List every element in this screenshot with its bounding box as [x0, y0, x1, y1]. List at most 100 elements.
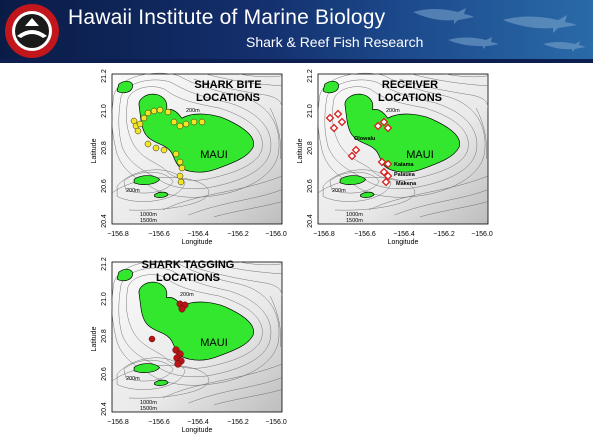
site-label-makena: Makena — [396, 181, 417, 187]
bite-marker — [176, 122, 184, 130]
bite-marker — [156, 106, 164, 114]
y-tick-label: 20.6 — [307, 179, 314, 193]
seal-logo-icon — [5, 4, 59, 58]
y-tick-label: 21.0 — [307, 104, 314, 118]
map-title-line1: RECEIVER — [382, 79, 438, 91]
depth-label-200: 200m — [386, 108, 400, 114]
receiver-marker — [379, 117, 389, 127]
bite-marker — [160, 146, 168, 154]
y-axis-label: Latitude — [91, 326, 98, 351]
shark-silhouette-icon — [503, 15, 577, 33]
page-subtitle: Shark & Reef Fish Research — [246, 34, 424, 50]
y-axis: 20.4 20.6 20.8 21.0 21.2 Latitude — [91, 257, 108, 416]
y-tick-label: 20.4 — [101, 402, 108, 416]
shark-silhouette-icon — [448, 37, 499, 49]
depth-label-200: 200m — [126, 188, 140, 194]
site-label-kalama: Kalama — [394, 162, 415, 168]
receiver-marker — [379, 167, 389, 177]
y-tick-label: 21.2 — [307, 69, 314, 83]
bite-marker — [144, 109, 152, 117]
bite-marker — [172, 150, 180, 158]
bite-marker — [136, 120, 144, 128]
map-title-line2: LOCATIONS — [378, 92, 442, 104]
x-axis: −156.8 −156.6 −156.4 −156.2 −156.0 Longi… — [107, 231, 287, 246]
map-panel-shark-tagging: SHARK TAGGING LOCATIONS MAUI 200m 200m 1… — [76, 254, 294, 434]
island-label: MAUI — [200, 149, 228, 161]
depth-label-1500: 1500m — [140, 406, 157, 412]
receiver-marker — [373, 121, 383, 131]
bite-marker — [152, 144, 160, 152]
map-title-line2: LOCATIONS — [156, 272, 220, 284]
x-tick-label: −156.4 — [187, 231, 209, 238]
y-tick-label: 21.0 — [101, 104, 108, 118]
bite-marker — [190, 118, 198, 126]
x-tick-label: −156.4 — [187, 419, 209, 426]
y-axis: 20.4 20.6 20.8 21.0 21.2 Latitude — [297, 69, 314, 228]
y-tick-label: 20.8 — [307, 141, 314, 155]
y-axis-label: Latitude — [297, 138, 304, 163]
x-tick-label: −156.2 — [433, 231, 455, 238]
receiver-marker — [333, 109, 343, 119]
map-title-line1: SHARK TAGGING — [142, 259, 235, 271]
map-title-line2: LOCATIONS — [196, 92, 260, 104]
receiver-marker — [329, 123, 339, 133]
y-tick-label: 20.8 — [101, 141, 108, 155]
y-tick-label: 20.4 — [307, 214, 314, 228]
y-tick-label: 21.2 — [101, 257, 108, 271]
y-tick-label: 20.4 — [101, 214, 108, 228]
map-svg: RECEIVER LOCATIONS MAUI 200m 200m 1000m … — [297, 69, 493, 246]
x-axis: −156.8 −156.6 −156.4 −156.2 −156.0 Longi… — [107, 419, 287, 434]
x-tick-label: −156.6 — [354, 231, 376, 238]
receiver-marker — [347, 151, 357, 161]
x-tick-label: −156.2 — [227, 231, 249, 238]
map-svg: SHARK TAGGING LOCATIONS MAUI 200m 200m 1… — [91, 257, 287, 434]
map-panel-shark-bite: SHARK BITE LOCATIONS MAUI 200m 200m 1000… — [76, 66, 294, 246]
bite-marker — [177, 178, 185, 186]
x-tick-label: −156.6 — [148, 419, 170, 426]
tagging-markers — [148, 300, 189, 368]
receiver-marker — [383, 123, 393, 133]
receiver-marker — [337, 117, 347, 127]
x-axis: −156.8 −156.6 −156.4 −156.2 −156.0 Longi… — [313, 231, 493, 246]
x-axis-label: Longitude — [182, 239, 213, 246]
header-divider — [0, 59, 593, 63]
receiver-marker — [383, 159, 393, 169]
bite-marker — [178, 164, 186, 172]
x-tick-label: −156.8 — [107, 231, 129, 238]
x-axis-label: Longitude — [182, 427, 213, 434]
y-axis-label: Latitude — [91, 138, 98, 163]
y-axis: 20.4 20.6 20.8 21.0 21.2 Latitude — [91, 69, 108, 228]
tagging-marker — [148, 335, 156, 343]
map-panel-receiver: RECEIVER LOCATIONS MAUI 200m 200m 1000m … — [282, 66, 500, 246]
bite-marker — [164, 108, 172, 116]
bite-marker — [198, 118, 206, 126]
bite-marker — [140, 114, 148, 122]
shark-silhouettes — [413, 8, 586, 52]
y-tick-label: 20.8 — [101, 329, 108, 343]
x-tick-label: −156.0 — [265, 419, 287, 426]
y-tick-label: 20.6 — [101, 367, 108, 381]
bite-marker — [144, 140, 152, 148]
x-axis-label: Longitude — [388, 239, 419, 246]
bite-marker — [176, 172, 184, 180]
depth-label-200: 200m — [180, 292, 194, 298]
receiver-marker — [351, 145, 361, 155]
bite-marker — [150, 107, 158, 115]
x-tick-label: −156.8 — [107, 419, 129, 426]
map-svg: SHARK BITE LOCATIONS MAUI 200m 200m 1000… — [91, 69, 287, 246]
depth-label-1000: 1000m — [140, 400, 157, 406]
map-title-line1: SHARK BITE — [194, 79, 261, 91]
island-label: MAUI — [200, 337, 228, 349]
x-tick-label: −156.8 — [313, 231, 335, 238]
bite-marker — [182, 120, 190, 128]
receiver-marker — [383, 171, 393, 181]
y-tick-label: 21.2 — [101, 69, 108, 83]
depth-label-1500: 1500m — [346, 218, 363, 224]
site-label-olowalu: Olowalu — [354, 136, 375, 142]
receiver-marker — [381, 177, 391, 187]
island-label: MAUI — [406, 149, 434, 161]
y-tick-label: 21.0 — [101, 292, 108, 306]
x-tick-label: −156.2 — [227, 419, 249, 426]
depth-label-1500: 1500m — [140, 218, 157, 224]
depth-label-200: 200m — [126, 376, 140, 382]
